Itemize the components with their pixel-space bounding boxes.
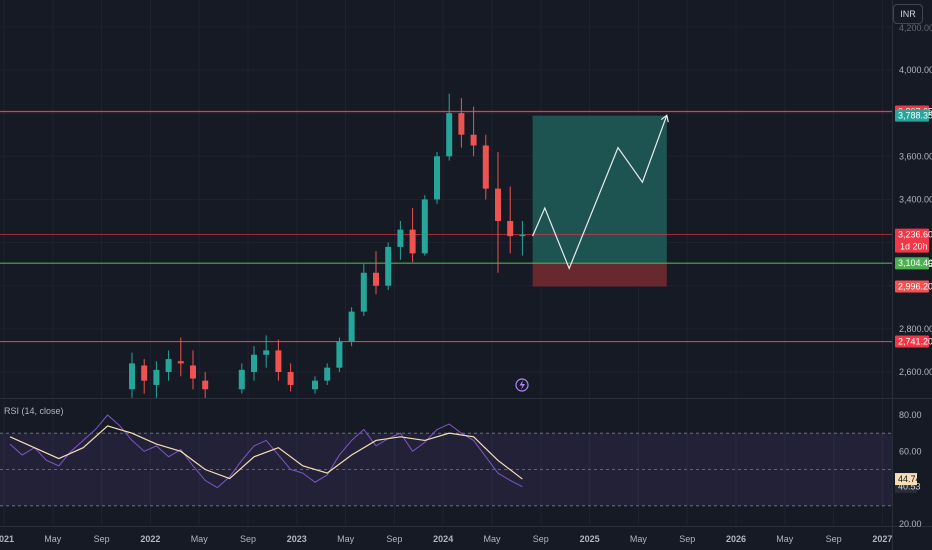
rsi-value-tag	[895, 473, 917, 486]
time-axis-label: May	[191, 534, 209, 544]
candle-body	[495, 188, 501, 221]
support-price-tag-label: 3,104.40	[898, 258, 932, 268]
rsi-indicator-label[interactable]: RSI (14, close)	[4, 406, 64, 416]
candle-body	[287, 372, 294, 385]
time-axis-label: 2023	[287, 534, 307, 544]
price-tick-label: 4,200.00	[899, 23, 932, 33]
projection-line[interactable]	[532, 115, 668, 271]
candle-body	[202, 380, 209, 390]
target-price-tag	[895, 109, 929, 122]
horizontal-lines[interactable]	[0, 110, 892, 343]
target-zone[interactable]	[532, 115, 667, 265]
candle-body	[275, 350, 282, 372]
candle-series	[129, 93, 526, 398]
candle-body	[373, 272, 379, 286]
time-axis-label: May	[337, 534, 355, 544]
candle-body	[507, 221, 514, 237]
time-axis-label: Sep	[240, 534, 256, 544]
time-axis-label: 2024	[433, 534, 453, 544]
candle-body	[165, 359, 172, 372]
candle-body	[238, 369, 245, 390]
rsi-ma-line	[9, 425, 523, 480]
rsi-value-tag-label: 44.74	[898, 474, 921, 484]
last-price-tag	[895, 228, 929, 253]
time-axis-label: 2027	[872, 534, 892, 544]
candle-body	[263, 350, 270, 355]
price-tick-label: 3,400.00	[899, 194, 932, 204]
rsi-value-tag-label: 40.53	[898, 482, 921, 492]
time-axis-label: Sep	[94, 534, 110, 544]
candle-body	[519, 234, 526, 237]
position-tool[interactable]	[532, 115, 667, 287]
time-axis-label: May	[44, 534, 62, 544]
candle-body	[482, 145, 489, 189]
time-axis-label: Sep	[533, 534, 549, 544]
candle-body	[360, 272, 367, 312]
last-price-tag-label: 3,236.60	[898, 230, 932, 240]
rsi-tick-label: 20.00	[899, 519, 922, 529]
rsi-tick-label: 60.00	[899, 446, 922, 456]
candle-body	[251, 354, 257, 372]
price-tick-label: 3,600.00	[899, 151, 932, 161]
rsi-tick-label: 80.00	[899, 410, 922, 420]
candle-body	[141, 365, 148, 381]
candle-body	[348, 311, 355, 342]
candle-body	[190, 365, 196, 379]
time-axis-label: 2021	[0, 534, 14, 544]
price-tick-label: 2,600.00	[899, 367, 932, 377]
candle-body	[385, 246, 392, 286]
candle-body	[129, 363, 135, 390]
time-axis[interactable]: 2021 May Sep 2022 May Sep 2023 May Sep 2024 May Sep…	[0, 534, 892, 544]
candle-body	[470, 134, 477, 146]
time-axis-label: May	[630, 534, 648, 544]
candle-body	[336, 341, 343, 368]
price-tick-label: 2,800.00	[899, 324, 932, 334]
flash-icon[interactable]	[515, 378, 529, 392]
stop-price-tag	[895, 280, 929, 293]
resistance-price-tag	[895, 335, 929, 348]
candle-body	[434, 156, 440, 200]
price-tick-label: 4,000.00	[899, 65, 932, 75]
candles	[129, 93, 526, 398]
stop-zone[interactable]	[532, 264, 667, 287]
last-price-tag-countdown: 1d 20h	[900, 242, 928, 252]
time-axis-label: May	[483, 534, 501, 544]
candle-body	[324, 367, 331, 381]
time-axis-label: 2022	[140, 534, 160, 544]
stop-price-tag-label: 2,996.20	[898, 282, 932, 292]
projection-arrowhead[interactable]	[660, 114, 669, 123]
candle-body	[458, 113, 465, 135]
candle-body	[446, 113, 453, 157]
currency-button[interactable]: INR	[893, 4, 923, 24]
time-axis-label: Sep	[826, 534, 842, 544]
rsi-pane	[0, 414, 892, 507]
time-axis-label: Sep	[679, 534, 695, 544]
projection-path[interactable]	[532, 114, 669, 271]
time-axis-label: Sep	[386, 534, 402, 544]
target-price-tag-label: 3,788.35	[898, 111, 932, 121]
candle-body	[177, 361, 184, 364]
candle-body	[409, 229, 416, 254]
rsi-axis[interactable]: 80.00 60.00 20.00	[899, 410, 922, 529]
candle-body	[153, 369, 160, 385]
candle-body	[312, 380, 318, 390]
time-axis-label: May	[776, 534, 794, 544]
candle-body	[421, 199, 428, 254]
time-axis-label: 2025	[580, 534, 600, 544]
price-axis[interactable]: 4,200.00 4,000.00 3,600.00 3,400.00 2,800.00…	[899, 23, 932, 377]
rsi-line	[9, 414, 523, 489]
resistance-price-tag-label: 2,741.20	[898, 337, 932, 347]
support-price-tag	[895, 257, 929, 270]
time-axis-label: 2026	[726, 534, 746, 544]
candle-body	[397, 229, 404, 247]
